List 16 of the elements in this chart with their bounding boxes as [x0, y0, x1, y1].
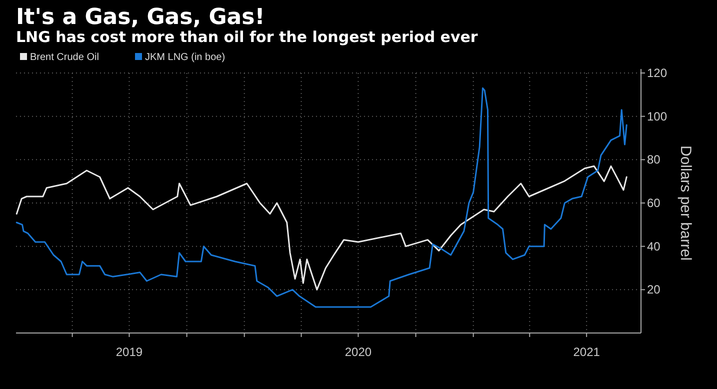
x-tick-label: 2019 [116, 345, 143, 359]
legend-label: Brent Crude Oil [30, 52, 99, 63]
legend-label: JKM LNG (in boe) [145, 52, 226, 63]
chart-title: It's a Gas, Gas, Gas! [16, 5, 265, 30]
x-tick-label: 2021 [573, 345, 600, 359]
y-tick-label: 120 [647, 66, 668, 80]
y-tick-label: 80 [647, 152, 661, 167]
y2-axis-title: Dollars per barrel [677, 145, 694, 261]
y-tick-label: 60 [647, 196, 661, 210]
y-tick-label: 100 [647, 109, 668, 124]
line-series [16, 165, 628, 290]
x-tick-label: 2020 [344, 345, 372, 359]
y-tick-label: 40 [647, 239, 661, 254]
y-tick-label: 20 [647, 282, 661, 297]
chart-subtitle: LNG has cost more than oil for the longest period ever [16, 28, 478, 46]
line-series [16, 87, 628, 308]
